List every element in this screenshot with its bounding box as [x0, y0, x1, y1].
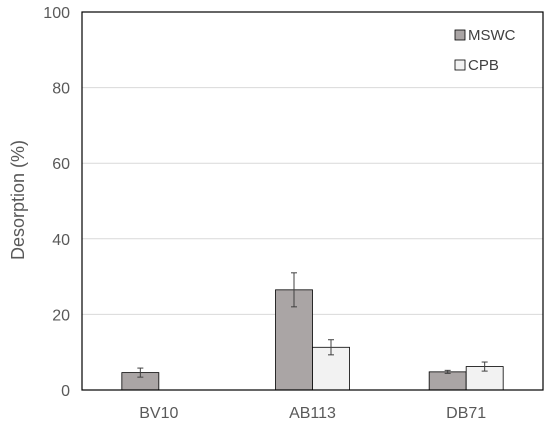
y-tick-label: 80 — [52, 81, 70, 98]
bars — [121, 289, 504, 391]
plot-frame — [81, 11, 544, 391]
error-bar — [444, 369, 451, 374]
legend-swatch — [454, 29, 466, 41]
y-tick-label: 40 — [52, 232, 70, 249]
x-category-label: AB113 — [289, 405, 336, 422]
y-axis-ticks: 0 20 40 60 80 100 — [43, 5, 70, 400]
gridlines — [82, 87, 543, 315]
legend-label: CPB — [468, 57, 499, 74]
y-tick-label: 60 — [52, 156, 70, 173]
legend-item-cpb: CPB — [454, 57, 499, 74]
y-tick-label: 0 — [61, 383, 70, 400]
error-bar — [481, 361, 488, 372]
x-axis-categories: BV10 AB113 DB71 — [139, 405, 486, 422]
error-bar — [328, 339, 334, 356]
y-tick-label: 100 — [43, 5, 70, 22]
legend: MSWC CPB — [454, 27, 516, 74]
x-category-label: BV10 — [139, 405, 178, 422]
legend-label: MSWC — [468, 27, 516, 44]
legend-item-mswc: MSWC — [454, 27, 516, 44]
y-axis-label: Desorption (%) — [8, 140, 28, 260]
error-bar — [291, 272, 297, 308]
error-bar — [137, 367, 144, 378]
y-tick-label: 20 — [52, 307, 70, 324]
legend-swatch — [454, 59, 466, 71]
x-category-label: DB71 — [446, 405, 486, 422]
bar-mswc-db71 — [428, 371, 467, 391]
error-bars — [137, 272, 488, 378]
